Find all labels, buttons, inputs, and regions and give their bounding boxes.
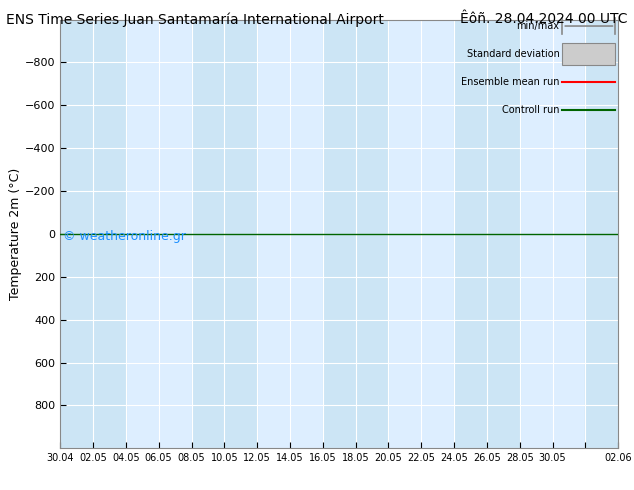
Bar xyxy=(323,20,389,448)
Text: Standard deviation: Standard deviation xyxy=(467,49,560,59)
Text: Ensemble mean run: Ensemble mean run xyxy=(461,77,560,87)
Y-axis label: Temperature 2m (°C): Temperature 2m (°C) xyxy=(9,168,22,300)
Text: Êôñ. 28.04.2024 00 UTC: Êôñ. 28.04.2024 00 UTC xyxy=(460,12,628,26)
Bar xyxy=(60,20,126,448)
Bar xyxy=(585,20,634,448)
Text: ENS Time Series Juan Santamaría International Airport: ENS Time Series Juan Santamaría Internat… xyxy=(6,12,384,27)
Bar xyxy=(191,20,257,448)
Bar xyxy=(454,20,520,448)
Text: min/max: min/max xyxy=(517,21,560,31)
Bar xyxy=(585,20,618,448)
Text: © weatheronline.gr: © weatheronline.gr xyxy=(63,230,186,243)
Text: Controll run: Controll run xyxy=(502,105,560,115)
Bar xyxy=(562,43,616,65)
